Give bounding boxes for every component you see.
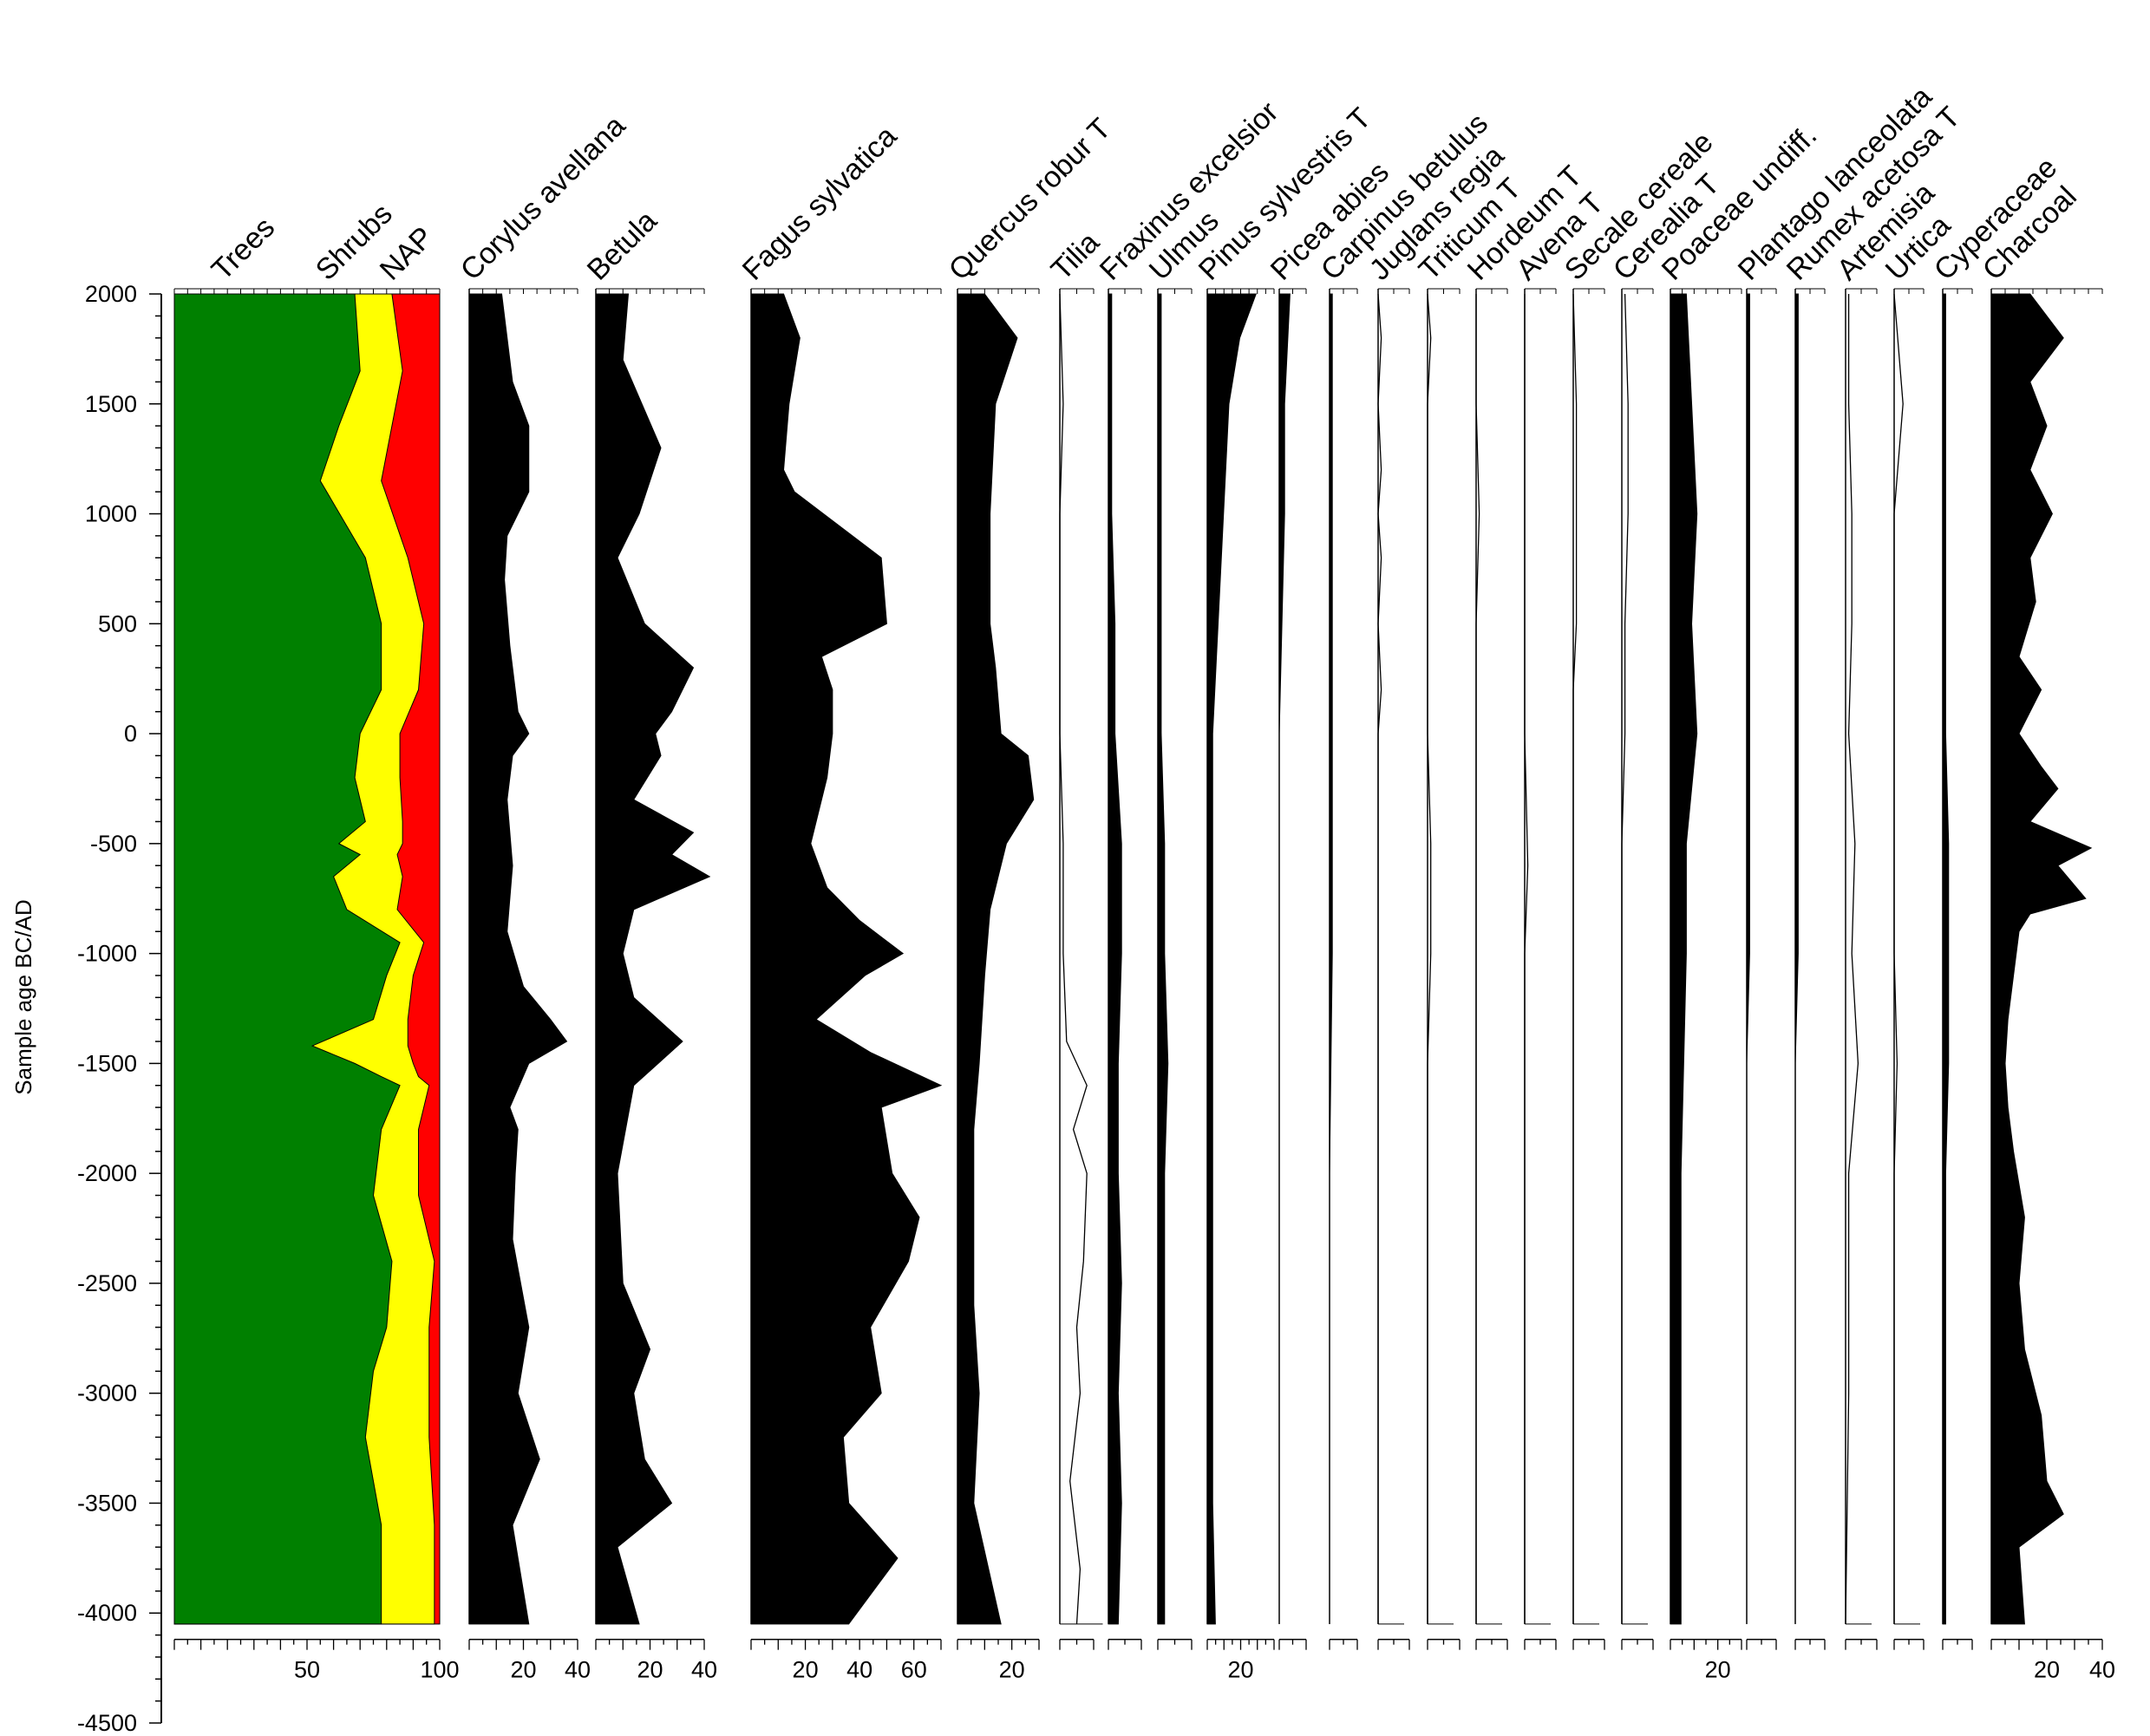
taxon-panel-rumex-acetosa-t: Rumex acetosa T <box>1781 101 1967 1650</box>
y-axis-label: Sample age BC/AD <box>10 899 36 1094</box>
x-tick-label: 60 <box>901 1657 927 1683</box>
y-tick-label: 1000 <box>85 501 137 527</box>
y-tick-label: 0 <box>124 721 137 747</box>
panel-title: Betula <box>581 205 663 287</box>
taxon-panel-artemisia: Artemisia <box>1831 177 1941 1650</box>
taxon-panel-carpinus-betulus: Carpinus betulus <box>1315 107 1494 1650</box>
taxon-panel-secale-cereale: Secale cereale <box>1559 126 1720 1650</box>
panel-title: Tilia <box>1045 226 1106 287</box>
taxon-silhouette <box>750 293 943 1625</box>
y-tick-label: 1500 <box>85 391 137 417</box>
x-tick-label: 40 <box>846 1657 872 1683</box>
taxon-panel-avena-t: Avena T <box>1510 186 1610 1650</box>
x-tick-label: 20 <box>793 1657 819 1683</box>
panel-title: Trees <box>206 211 281 286</box>
y-tick-label: -2500 <box>77 1270 137 1296</box>
x-tick-label: 20 <box>1227 1657 1253 1683</box>
taxon-panel-fraxinus-excelsior: Fraxinus excelsior <box>1094 95 1284 1650</box>
taxon-panel-triticum-t: Triticum T <box>1413 172 1527 1650</box>
x-tick-label: 100 <box>420 1657 459 1683</box>
y-tick-label: 2000 <box>85 281 137 307</box>
panel-title: Fagus sylvatica <box>736 120 904 287</box>
x-tick-label: 20 <box>2034 1657 2060 1683</box>
taxon-panel-fagus-sylvatica: 20 40 60 Fagus sylvatica <box>736 120 943 1683</box>
y-axis: 2000 1500 1000 500 0 -500 -1000 -1500 -2000 -2500… <box>77 281 162 1736</box>
y-tick-label: -4000 <box>77 1600 137 1626</box>
y-tick-label: -3000 <box>77 1380 137 1406</box>
taxon-silhouette <box>1990 293 2093 1625</box>
taxon-panel-betula: 20 40 Betula <box>581 205 717 1683</box>
y-tick-label: -4500 <box>77 1710 137 1732</box>
y-tick-label: -3500 <box>77 1490 137 1516</box>
taxon-silhouette <box>1278 293 1291 1624</box>
y-tick-label: -500 <box>90 831 137 857</box>
taxon-panel-cerealia-t: Cerealia T <box>1607 167 1726 1650</box>
y-tick-label: -1500 <box>77 1050 137 1076</box>
x-tick-label: 20 <box>510 1657 536 1683</box>
taxon-curve <box>1621 293 1629 1624</box>
x-tick-label: 40 <box>2089 1657 2115 1683</box>
taxon-silhouette <box>1206 293 1257 1625</box>
taxon-curve <box>1893 293 1904 1624</box>
x-tick-label: 20 <box>999 1657 1025 1683</box>
taxon-curve <box>1059 293 1088 1624</box>
taxon-silhouette <box>1157 293 1169 1625</box>
taxon-panel-juglans-regia: Juglans regia <box>1363 140 1511 1650</box>
taxon-panel-plantago-lanceolata: Plantago lanceolata <box>1732 81 1938 1650</box>
x-tick-label: 20 <box>637 1657 663 1683</box>
taxon-silhouette <box>468 293 568 1625</box>
trees-area <box>173 293 401 1625</box>
taxon-silhouette <box>1108 293 1122 1625</box>
x-tick-label: 20 <box>1705 1657 1731 1683</box>
taxon-silhouette <box>957 293 1035 1625</box>
x-tick-label: 50 <box>294 1657 320 1683</box>
x-tick-label: 40 <box>691 1657 717 1683</box>
taxon-curve <box>1845 294 1859 1624</box>
y-tick-label: 500 <box>98 610 137 636</box>
x-tick-label: 40 <box>565 1657 591 1683</box>
taxon-panel-tilia: Tilia <box>1045 226 1106 1650</box>
taxon-silhouette <box>595 293 711 1625</box>
y-tick-label: -1000 <box>77 941 137 967</box>
taxon-silhouette <box>1942 293 1950 1625</box>
taxon-silhouette <box>1670 293 1698 1625</box>
y-tick-label: -2000 <box>77 1160 137 1186</box>
